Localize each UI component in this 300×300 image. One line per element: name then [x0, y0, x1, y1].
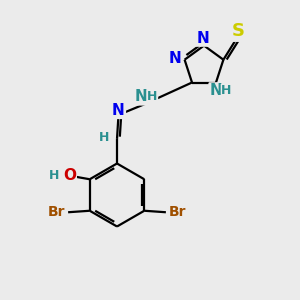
Text: S: S [232, 22, 245, 40]
Text: H: H [49, 169, 59, 182]
Text: N: N [112, 103, 125, 118]
Text: O: O [63, 168, 76, 183]
Text: N: N [135, 89, 147, 104]
Text: Br: Br [48, 205, 65, 219]
Text: N: N [196, 31, 209, 46]
Text: H: H [99, 131, 110, 144]
Text: Br: Br [169, 205, 186, 219]
Text: H: H [221, 84, 232, 98]
Text: H: H [147, 90, 158, 104]
Text: N: N [169, 51, 182, 66]
Text: N: N [210, 83, 222, 98]
